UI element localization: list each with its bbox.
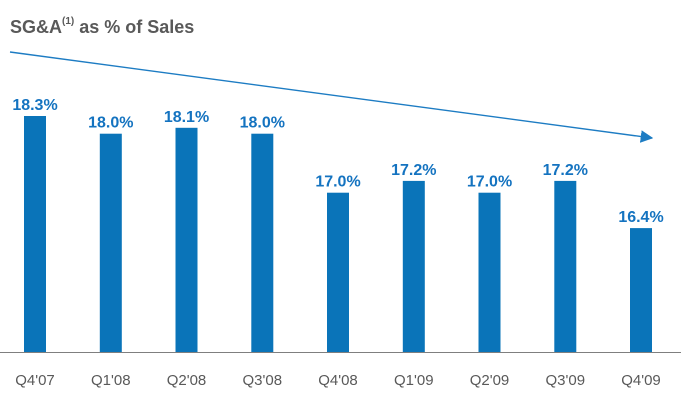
value-labels-layer: 18.3% 18.0% 18.1% 18.0% 17.0% 17.2% 17.0% 17.2%… [12, 97, 663, 226]
value-label: 16.4% [618, 209, 663, 226]
x-tick-label: Q1'08 [91, 372, 131, 389]
x-tick-label: Q4'08 [318, 372, 358, 389]
chart-title-main: SG&A [10, 17, 63, 37]
chart-title-suffix: as % of Sales [74, 17, 195, 37]
value-label: 17.0% [315, 174, 360, 191]
bar-q109 [402, 180, 425, 352]
value-label: 18.0% [88, 115, 133, 132]
trend-arrow [9, 51, 654, 143]
bar-q409 [630, 228, 652, 352]
x-tick-labels-layer: Q4'07 Q1'08 Q2'08 Q3'08 Q4'08 Q1'09 Q2'09 Q3'09… [15, 372, 661, 389]
x-tick-label: Q2'09 [470, 372, 510, 389]
value-label: 17.0% [467, 174, 512, 191]
x-tick-label: Q3'09 [546, 372, 586, 389]
bar-q208 [175, 127, 198, 352]
bar-q308 [251, 133, 274, 352]
x-tick-label: Q4'07 [15, 372, 55, 389]
value-label: 17.2% [391, 162, 436, 179]
x-tick-label: Q4'09 [621, 372, 661, 389]
x-tick-label: Q1'09 [394, 372, 434, 389]
bar-q108 [99, 133, 122, 352]
bar-q309 [554, 180, 577, 352]
chart-title: SG&A(1) as % of Sales [10, 16, 195, 38]
x-tick-label: Q3'08 [243, 372, 283, 389]
bar-q408 [327, 192, 349, 352]
bars-layer [24, 116, 652, 352]
chart-title-footnote: (1) [62, 16, 75, 27]
value-label: 18.1% [164, 109, 209, 126]
value-label: 18.3% [12, 97, 57, 114]
bar-q407 [24, 116, 46, 352]
x-tick-label: Q2'08 [167, 372, 207, 389]
value-label: 17.2% [543, 162, 588, 179]
value-label: 18.0% [240, 115, 285, 132]
bar-q209 [478, 192, 501, 352]
